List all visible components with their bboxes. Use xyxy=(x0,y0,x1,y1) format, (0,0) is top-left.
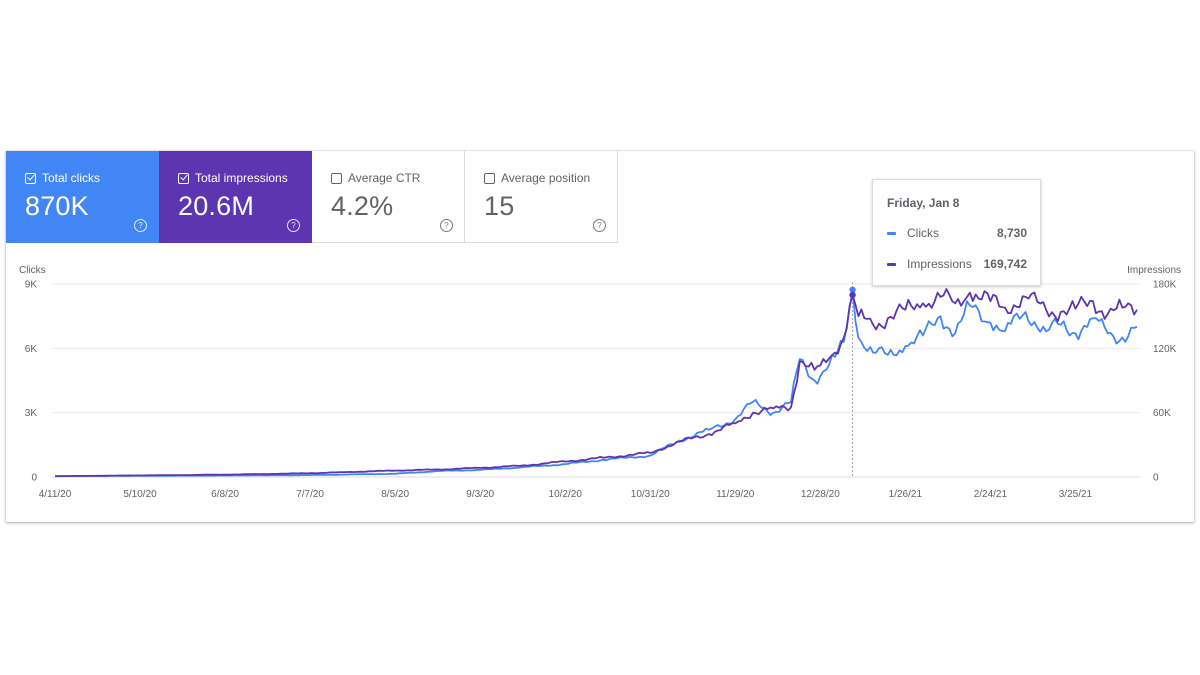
tooltip-date: Friday, Jan 8 xyxy=(887,196,960,210)
y-tick-label-right: 0 xyxy=(1153,473,1159,484)
help-icon[interactable]: ? xyxy=(134,219,147,232)
y-tick-label-right: 180K xyxy=(1153,280,1177,291)
checkbox-checked-icon[interactable] xyxy=(25,172,36,184)
performance-chart[interactable]: 0 0 3K 60K 6K 120K 9K 180K Clicks Impressions 4/11… xyxy=(6,151,1194,522)
chart-tooltip: Friday, Jan 8 Clicks 8,730 Impressions 1… xyxy=(872,179,1041,286)
x-tick-label: 8/5/20 xyxy=(381,489,409,500)
y-tick-label-left: 6K xyxy=(25,344,38,355)
metric-card-header: Average position xyxy=(484,171,590,185)
y-axis-title-left: Clicks xyxy=(19,265,46,276)
metric-card-total-clicks[interactable]: Total clicks 870K ? xyxy=(6,151,159,243)
checkbox-unchecked-icon[interactable] xyxy=(331,172,342,184)
help-icon[interactable]: ? xyxy=(287,219,300,232)
help-icon[interactable]: ? xyxy=(440,219,453,232)
metric-card-header: Average CTR xyxy=(331,171,420,185)
series-line-impressions xyxy=(54,288,1138,478)
x-tick-label: 11/29/20 xyxy=(716,489,755,500)
x-tick-label: 12/28/20 xyxy=(801,489,840,500)
tooltip-row-clicks: Clicks 8,730 xyxy=(887,225,1027,241)
highlight-point-clicks xyxy=(849,286,856,293)
series-line-clicks xyxy=(55,288,1138,477)
metric-card-average-ctr[interactable]: Average CTR 4.2% ? xyxy=(312,151,465,243)
x-tick-label: 3/25/21 xyxy=(1059,489,1093,500)
metric-card-average-position[interactable]: Average position 15 ? xyxy=(465,151,618,243)
checkbox-checked-icon[interactable] xyxy=(178,172,189,184)
tooltip-value: 8,730 xyxy=(996,226,1027,240)
x-tick-label: 5/10/20 xyxy=(123,489,157,500)
y-tick-label-left: 0 xyxy=(31,473,37,484)
checkbox-unchecked-icon[interactable] xyxy=(484,172,495,184)
metric-card-total-impressions[interactable]: Total impressions 20.6M ? xyxy=(159,151,312,243)
tooltip-label: Clicks xyxy=(907,226,939,240)
y-tick-label-left: 9K xyxy=(25,280,38,291)
tooltip-row-impressions: Impressions 169,742 xyxy=(887,256,1027,272)
highlight-point-impressions xyxy=(849,291,856,299)
metric-label: Total clicks xyxy=(42,171,101,185)
x-tick-label: 4/11/20 xyxy=(39,489,72,500)
metric-value: 870K xyxy=(25,191,89,221)
impressions-swatch-icon xyxy=(887,262,896,266)
metric-label: Total impressions xyxy=(195,171,288,185)
y-axis-title-right: Impressions xyxy=(1127,265,1181,276)
metric-value: 4.2% xyxy=(331,191,394,221)
metric-card-header: Total clicks xyxy=(25,171,100,185)
y-tick-label-left: 3K xyxy=(25,408,38,419)
y-tick-label-right: 60K xyxy=(1153,408,1171,419)
x-tick-label: 7/7/20 xyxy=(296,489,324,500)
x-tick-label: 10/2/20 xyxy=(549,489,583,500)
tooltip-value: 169,742 xyxy=(983,257,1027,271)
x-tick-label: 10/31/20 xyxy=(631,489,670,500)
tooltip-label: Impressions xyxy=(907,257,972,271)
metric-card-header: Total impressions xyxy=(178,171,288,185)
metric-value: 15 xyxy=(484,191,515,221)
y-tick-label-right: 120K xyxy=(1153,344,1177,355)
metric-label: Average CTR xyxy=(348,171,421,185)
metric-label: Average position xyxy=(501,171,591,185)
x-tick-label: 2/24/21 xyxy=(974,489,1008,500)
clicks-swatch-icon xyxy=(887,231,896,235)
x-tick-label: 1/26/21 xyxy=(889,489,923,500)
metric-value: 20.6M xyxy=(178,191,255,221)
help-icon[interactable]: ? xyxy=(593,219,606,232)
x-tick-label: 6/8/20 xyxy=(211,489,239,500)
x-tick-label: 9/3/20 xyxy=(466,489,494,500)
performance-panel: Total clicks 870K ? Total impressions 20… xyxy=(6,151,1194,522)
metric-cards: Total clicks 870K ? Total impressions 20… xyxy=(6,151,618,243)
